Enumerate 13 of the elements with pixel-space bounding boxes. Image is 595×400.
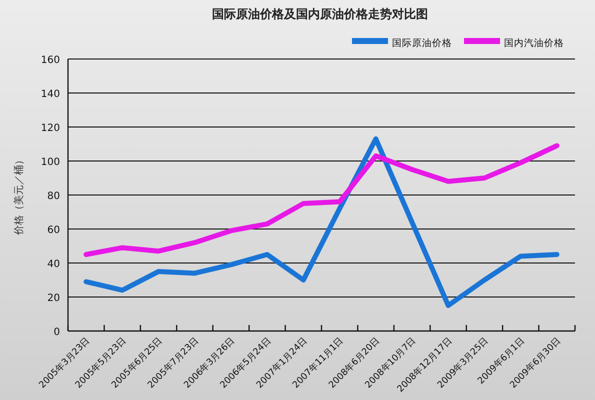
legend-label: 国内汽油价格	[504, 37, 564, 49]
y-tick-label: 0	[54, 327, 60, 338]
y-tick-label: 60	[47, 225, 60, 236]
y-tick-label: 100	[40, 157, 60, 168]
y-tick-label: 80	[47, 191, 60, 202]
y-tick-label: 20	[47, 293, 60, 304]
chart-title: 国际原油价格及国内原油价格走势对比图	[212, 7, 428, 21]
legend-label: 国际原油价格	[392, 37, 452, 49]
y-tick-label: 120	[40, 123, 60, 134]
y-tick-label: 140	[40, 89, 60, 100]
y-axis-title: 价格（美元／桶）	[13, 155, 25, 236]
y-tick-label: 40	[47, 259, 60, 270]
y-tick-label: 160	[40, 55, 60, 66]
